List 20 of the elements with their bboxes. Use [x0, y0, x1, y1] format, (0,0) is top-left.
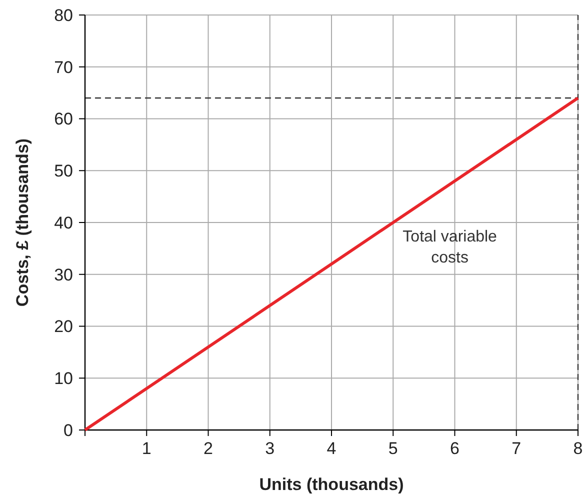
y-tick-label: 30 — [54, 265, 73, 284]
x-tick-label: 8 — [573, 439, 583, 458]
annotation: Total variable costs — [402, 228, 498, 267]
x-tick-label: 6 — [450, 439, 460, 458]
y-tick-label: 80 — [54, 6, 73, 25]
y-tick-label: 60 — [54, 110, 73, 129]
x-tick-label: 7 — [512, 439, 522, 458]
x-tick-label: 2 — [204, 439, 213, 458]
x-axis-title: Units (thousands) — [259, 475, 404, 494]
x-tick-label: 3 — [265, 439, 275, 458]
y-tick-label: 50 — [54, 162, 73, 181]
y-tick-label: 20 — [54, 317, 73, 336]
y-tick-label: 0 — [64, 420, 73, 440]
y-tick-label: 10 — [54, 369, 73, 388]
x-tick-label: 4 — [326, 439, 336, 458]
y-axis-title: Costs, £ (thousands) — [13, 138, 32, 307]
y-tick-label: 70 — [54, 58, 73, 77]
x-tick-label: 5 — [388, 439, 398, 458]
x-tick-label: 1 — [142, 439, 152, 458]
y-tick-label: 40 — [54, 213, 73, 232]
